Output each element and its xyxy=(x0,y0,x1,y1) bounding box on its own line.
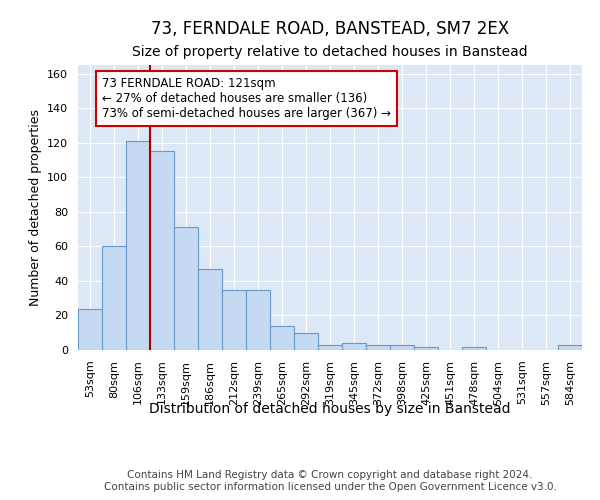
Bar xyxy=(294,332,318,350)
Bar xyxy=(366,345,390,350)
Text: Distribution of detached houses by size in Banstead: Distribution of detached houses by size … xyxy=(149,402,511,416)
Bar xyxy=(462,346,486,350)
Y-axis label: Number of detached properties: Number of detached properties xyxy=(29,109,41,306)
Bar xyxy=(414,346,438,350)
Bar xyxy=(174,228,198,350)
Bar xyxy=(270,326,294,350)
Bar xyxy=(126,141,150,350)
Bar xyxy=(390,345,414,350)
Text: 73, FERNDALE ROAD, BANSTEAD, SM7 2EX: 73, FERNDALE ROAD, BANSTEAD, SM7 2EX xyxy=(151,20,509,38)
Bar xyxy=(558,345,582,350)
Text: Contains HM Land Registry data © Crown copyright and database right 2024.
Contai: Contains HM Land Registry data © Crown c… xyxy=(104,470,556,492)
Text: Size of property relative to detached houses in Banstead: Size of property relative to detached ho… xyxy=(132,45,528,59)
Bar xyxy=(198,269,222,350)
Bar xyxy=(78,308,102,350)
Bar xyxy=(102,246,126,350)
Bar xyxy=(342,343,366,350)
Bar xyxy=(222,290,246,350)
Bar xyxy=(150,152,174,350)
Text: 73 FERNDALE ROAD: 121sqm
← 27% of detached houses are smaller (136)
73% of semi-: 73 FERNDALE ROAD: 121sqm ← 27% of detach… xyxy=(102,77,391,120)
Bar xyxy=(318,345,342,350)
Bar xyxy=(246,290,270,350)
